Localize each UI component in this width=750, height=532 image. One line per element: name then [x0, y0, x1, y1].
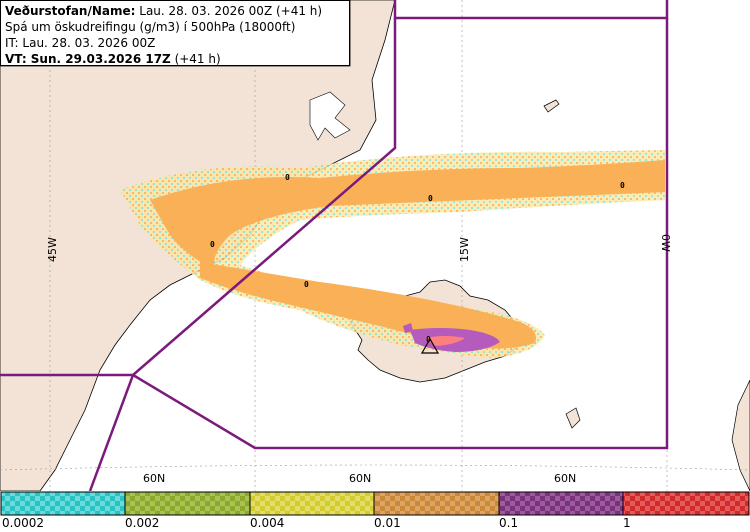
ash-plume-small-patch — [403, 323, 413, 333]
colorbar-tick-label: 0.0002 — [2, 516, 44, 530]
colorbar-tick-label: 0.004 — [250, 516, 285, 530]
agency-value: Lau. 28. 03. 2026 00Z (+41 h) — [135, 4, 323, 18]
colorbar-swatch — [124, 491, 251, 516]
colorbar-tick-label: 0.1 — [499, 516, 519, 530]
contour-label: 0 — [210, 240, 215, 249]
valid-time-label: VT: Sun. 29.03.2026 17Z — [5, 52, 171, 66]
jan-mayen-island — [543, 99, 560, 113]
colorbar-swatch — [0, 491, 126, 516]
latitude-label-60n: 60N — [143, 472, 165, 485]
triangle-volcano-icon — [420, 337, 440, 354]
ash-plume — [120, 150, 665, 358]
issue-time: IT: Lau. 28. 03. 2026 00Z — [5, 36, 156, 50]
fir-boundary — [0, 0, 669, 491]
contour-label: 0 — [428, 194, 433, 203]
contour-label: 0 — [620, 181, 625, 190]
colorbar-swatches — [0, 491, 750, 516]
colorbar-swatch — [498, 491, 624, 516]
map-canvas: 0 0 0 0 0 0 45W 15W 0W 60N 60N 60N — [0, 0, 750, 491]
latitude-label-60n: 60N — [349, 472, 371, 485]
valid-time-line: VT: Sun. 29.03.2026 17Z (+41 h) — [5, 51, 345, 67]
fjord-inlet — [309, 91, 351, 141]
norway-coast — [731, 379, 750, 491]
colorbar-swatch — [249, 491, 375, 516]
ash-plume-upper-branch — [150, 160, 665, 270]
contour-label: 0 — [285, 173, 290, 182]
colorbar-tick-label: 0.01 — [374, 516, 401, 530]
colorbar-tick-label: 1 — [623, 516, 631, 530]
colorbar-tick-label: 0.002 — [125, 516, 160, 530]
latitude-label-60n: 60N — [554, 472, 576, 485]
longitude-label-0w: 0W — [659, 234, 672, 252]
ash-plume-lower-branch — [200, 262, 536, 349]
longitude-label-15w: 15W — [458, 237, 471, 262]
faroe-islands — [565, 407, 581, 429]
contour-label: 0 — [304, 280, 309, 289]
ash-plume-core — [425, 336, 465, 346]
product-line: Spá um öskudreifingu (g/m3) í 500hPa (18… — [5, 20, 296, 34]
concentration-colorbar: 0.0002 0.002 0.004 0.01 0.1 1 — [0, 491, 750, 532]
agency-label: Veðurstofan/Name: — [5, 4, 136, 18]
contour-label: 0 — [426, 335, 431, 344]
valid-time-suffix: (+41 h) — [170, 52, 221, 66]
forecast-info-box: Veðurstofan/Name: Lau. 28. 03. 2026 00Z … — [0, 0, 350, 66]
colorbar-swatch — [373, 491, 500, 516]
agency-line: Veðurstofan/Name: Lau. 28. 03. 2026 00Z … — [5, 3, 345, 19]
colorbar-swatch — [622, 491, 750, 516]
longitude-label-45w: 45W — [46, 237, 59, 262]
